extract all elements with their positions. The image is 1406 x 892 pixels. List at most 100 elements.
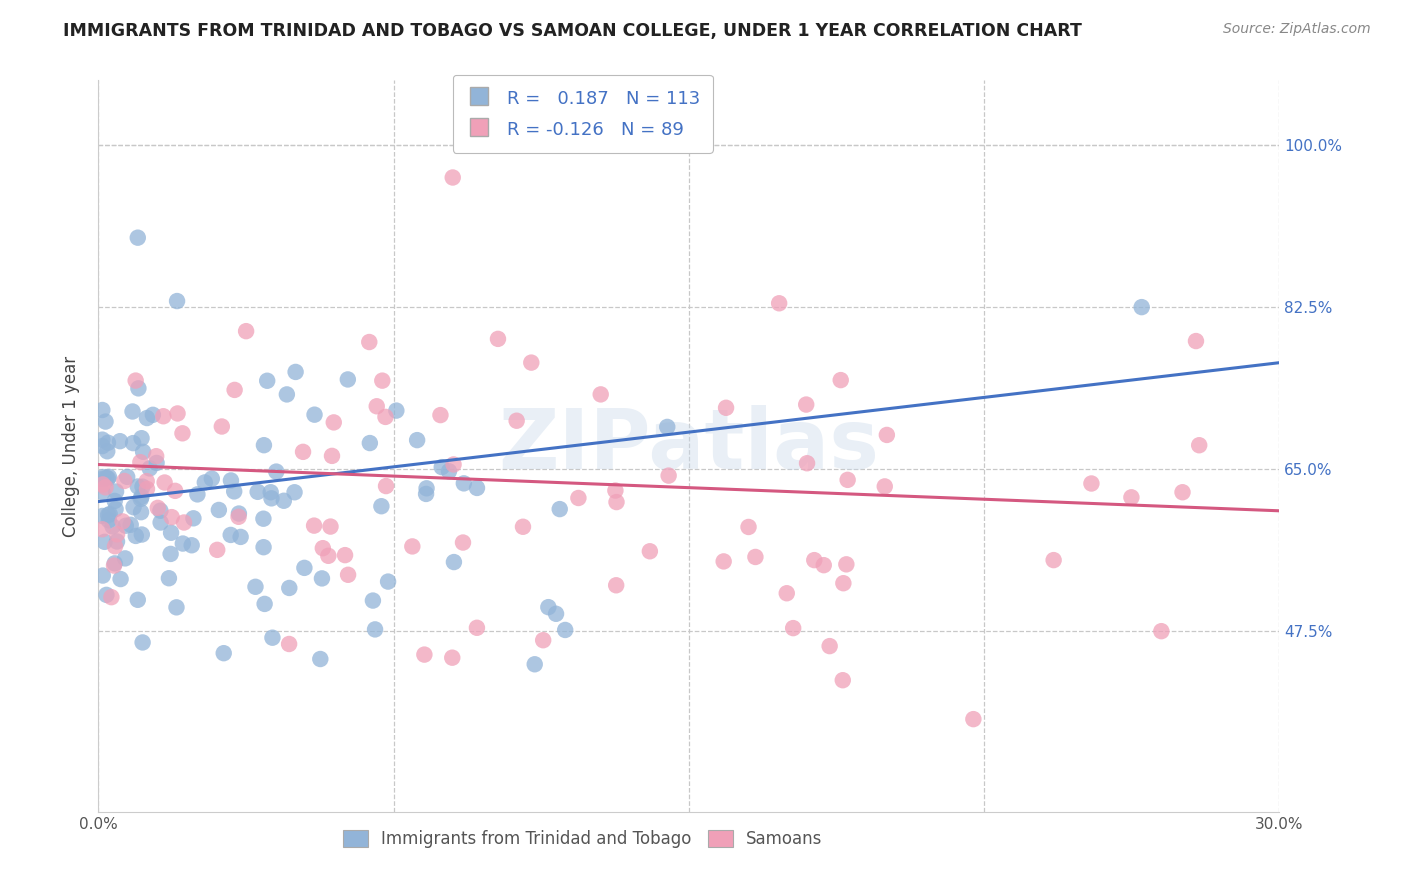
Point	[183, 511, 205, 525]
Point	[465, 621, 488, 635]
Point	[129, 491, 152, 506]
Point	[245, 580, 267, 594]
Point	[415, 481, 437, 495]
Point	[165, 483, 187, 498]
Point	[252, 512, 274, 526]
Point	[1171, 485, 1194, 500]
Point	[224, 383, 246, 397]
Point	[211, 419, 233, 434]
Point	[131, 635, 153, 649]
Point	[837, 473, 859, 487]
Point	[252, 540, 274, 554]
Point	[523, 657, 546, 672]
Point	[406, 433, 429, 447]
Point	[253, 597, 276, 611]
Point	[100, 590, 122, 604]
Point	[1080, 476, 1102, 491]
Point	[97, 470, 120, 484]
Point	[548, 502, 571, 516]
Point	[96, 471, 118, 485]
Point	[486, 332, 509, 346]
Point	[443, 555, 465, 569]
Point	[318, 549, 340, 563]
Point	[91, 439, 114, 453]
Point	[91, 403, 114, 417]
Point	[262, 631, 284, 645]
Point	[803, 553, 825, 567]
Point	[208, 503, 231, 517]
Point	[93, 534, 115, 549]
Point	[374, 409, 396, 424]
Point	[451, 535, 474, 549]
Point	[145, 456, 167, 470]
Point	[364, 623, 387, 637]
Point	[104, 539, 127, 553]
Point	[97, 513, 120, 527]
Point	[166, 407, 188, 421]
Point	[96, 588, 118, 602]
Point	[131, 480, 153, 494]
Point	[160, 510, 183, 524]
Point	[1121, 491, 1143, 505]
Point	[91, 485, 114, 500]
Point	[371, 374, 394, 388]
Point	[370, 500, 392, 514]
Point	[322, 416, 344, 430]
Point	[413, 648, 436, 662]
Point	[465, 481, 488, 495]
Point	[201, 472, 224, 486]
Point	[149, 504, 172, 518]
Point	[219, 474, 242, 488]
Point	[284, 365, 307, 379]
Point	[1042, 553, 1064, 567]
Point	[129, 505, 152, 519]
Point	[98, 507, 121, 521]
Point	[658, 468, 681, 483]
Point	[235, 324, 257, 338]
Point	[136, 482, 159, 496]
Point	[124, 374, 146, 388]
Point	[105, 484, 128, 499]
Point	[131, 527, 153, 541]
Point	[794, 398, 817, 412]
Point	[256, 374, 278, 388]
Point	[104, 557, 127, 571]
Point	[173, 516, 195, 530]
Point	[91, 508, 114, 523]
Point	[105, 527, 128, 541]
Point	[831, 673, 853, 688]
Point	[278, 637, 301, 651]
Point	[172, 536, 194, 550]
Point	[537, 600, 560, 615]
Point	[205, 542, 228, 557]
Point	[429, 408, 451, 422]
Point	[111, 515, 134, 529]
Point	[114, 518, 136, 533]
Point	[768, 296, 790, 310]
Point	[292, 561, 315, 575]
Point	[544, 607, 567, 621]
Point	[1150, 624, 1173, 639]
Point	[260, 491, 283, 506]
Point	[103, 558, 125, 573]
Point	[104, 494, 127, 508]
Point	[135, 474, 157, 488]
Point	[91, 568, 114, 582]
Point	[714, 401, 737, 415]
Point	[1130, 300, 1153, 314]
Point	[377, 574, 399, 589]
Text: Source: ZipAtlas.com: Source: ZipAtlas.com	[1223, 22, 1371, 37]
Point	[321, 449, 343, 463]
Point	[713, 554, 735, 568]
Point	[520, 356, 543, 370]
Point	[114, 551, 136, 566]
Point	[302, 518, 325, 533]
Point	[91, 472, 114, 486]
Point	[813, 558, 835, 573]
Point	[336, 372, 359, 386]
Point	[91, 477, 114, 491]
Point	[605, 483, 627, 498]
Point	[283, 485, 305, 500]
Point	[554, 623, 576, 637]
Point	[127, 381, 149, 395]
